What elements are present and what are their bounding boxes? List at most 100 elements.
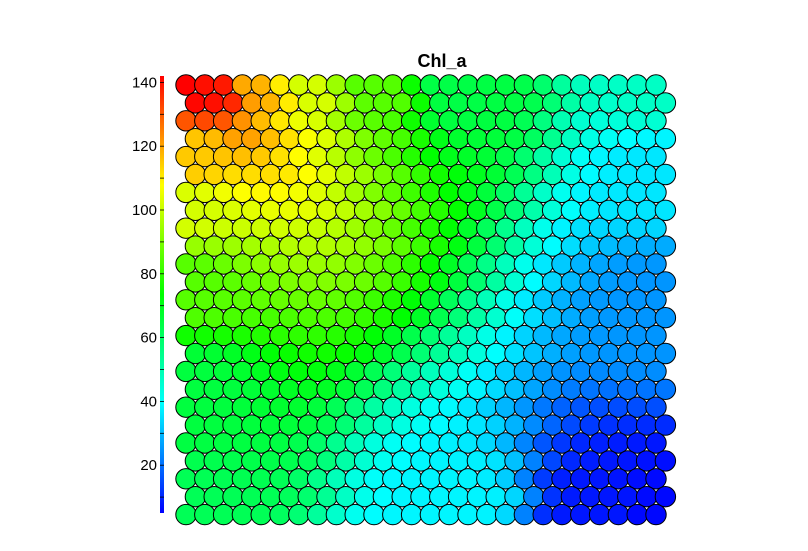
som-cell — [372, 128, 395, 150]
som-cell — [175, 396, 197, 418]
som-cell — [654, 128, 677, 150]
som-cell — [269, 217, 291, 239]
som-cell — [635, 271, 658, 293]
som-cell — [212, 503, 235, 526]
som-cell — [617, 163, 639, 186]
som-cell — [579, 450, 601, 472]
som-cell — [617, 92, 639, 114]
som-cell — [457, 217, 479, 239]
som-cell — [457, 289, 479, 311]
som-cell — [551, 432, 573, 454]
som-cell — [523, 271, 545, 293]
som-cell — [579, 199, 601, 222]
som-cell — [607, 324, 630, 347]
som-cell — [429, 450, 451, 472]
som-cell — [485, 235, 507, 257]
som-cell — [203, 378, 225, 400]
som-cell — [391, 92, 413, 114]
som-cell — [551, 74, 573, 96]
som-cell — [259, 163, 282, 186]
som-cell — [551, 360, 573, 383]
som-cell — [513, 74, 536, 96]
som-cell — [306, 503, 329, 526]
som-cell — [372, 307, 395, 329]
som-cell — [222, 92, 244, 114]
som-cell — [466, 163, 489, 186]
som-cell — [523, 92, 545, 114]
som-cell — [598, 342, 620, 365]
som-cell — [617, 199, 639, 222]
som-cell — [382, 110, 404, 132]
som-cell — [269, 360, 291, 383]
som-cell — [250, 181, 272, 204]
som-cell — [335, 342, 357, 365]
som-cell — [288, 74, 310, 96]
som-cell — [391, 271, 413, 293]
som-cell — [335, 199, 357, 222]
som-cell — [382, 289, 404, 311]
som-cell — [306, 289, 329, 311]
som-cell — [419, 396, 442, 418]
som-cell — [438, 503, 460, 526]
som-cell — [231, 217, 254, 239]
som-cell — [231, 324, 254, 347]
som-cell — [513, 360, 536, 383]
som-cell — [353, 378, 376, 400]
som-cell — [222, 199, 244, 222]
som-cell — [447, 92, 470, 114]
som-cell — [400, 396, 423, 418]
som-cell — [551, 396, 573, 418]
som-cell — [532, 324, 554, 347]
colorbar-ticks: 20 40 60 80 100 120 140 — [132, 74, 164, 498]
som-cell — [560, 235, 583, 257]
som-cell — [598, 128, 620, 150]
som-cell — [485, 128, 507, 150]
som-cell — [579, 307, 601, 329]
som-cell — [654, 92, 677, 114]
som-cell — [570, 145, 592, 168]
som-cell — [203, 235, 225, 257]
som-cell — [588, 360, 611, 383]
som-cell — [494, 145, 517, 168]
som-cell — [363, 181, 385, 204]
som-cell — [344, 253, 366, 275]
som-cell — [504, 450, 526, 472]
som-cell — [306, 74, 329, 96]
som-cell — [494, 396, 517, 418]
som-cell — [541, 378, 564, 400]
som-cell — [617, 128, 639, 150]
som-cell — [579, 92, 601, 114]
som-cell — [372, 92, 395, 114]
som-cell — [372, 414, 395, 436]
som-cell — [194, 503, 216, 526]
som-cell — [541, 414, 564, 436]
som-cell — [654, 307, 677, 329]
som-cell — [504, 342, 526, 365]
som-cell — [588, 396, 611, 418]
som-cell — [306, 360, 329, 383]
som-cell — [325, 503, 348, 526]
som-cell — [231, 74, 254, 96]
som-cell — [184, 307, 207, 329]
som-cell — [541, 486, 564, 508]
som-cell — [476, 324, 498, 347]
som-cell — [288, 396, 310, 418]
som-cell — [250, 253, 272, 275]
som-cell — [579, 235, 601, 257]
som-cell — [391, 378, 413, 400]
som-cell — [288, 253, 310, 275]
som-cell — [438, 324, 460, 347]
som-cell — [391, 414, 413, 436]
som-cell — [297, 271, 319, 293]
som-cell — [335, 378, 357, 400]
som-cell — [429, 235, 451, 257]
som-cell — [551, 253, 573, 275]
som-cell — [645, 396, 667, 418]
som-cell — [400, 74, 423, 96]
som-cell — [485, 450, 507, 472]
som-cell — [306, 324, 329, 347]
som-cell — [259, 128, 282, 150]
som-cell — [570, 432, 592, 454]
som-cell — [560, 450, 583, 472]
som-cell — [485, 92, 507, 114]
